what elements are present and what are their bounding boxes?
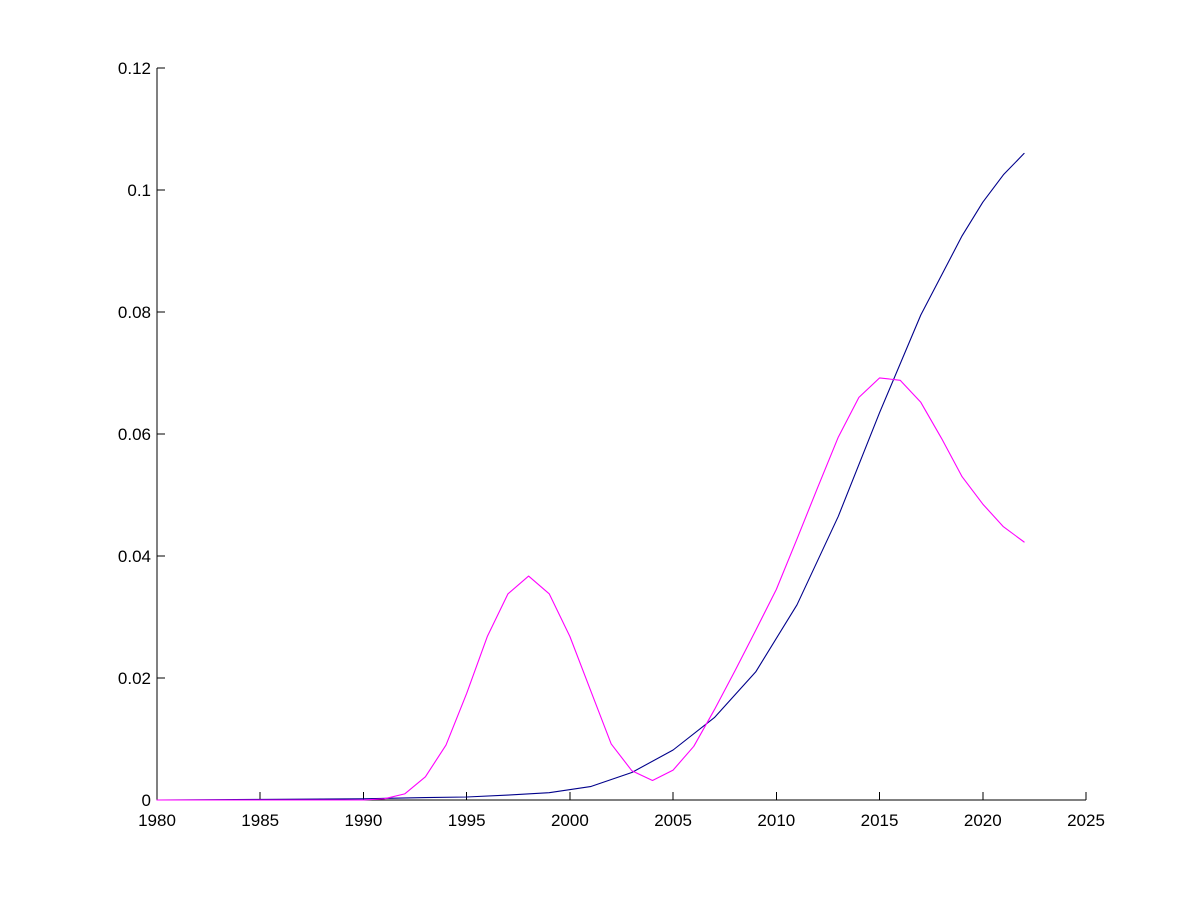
y-tick-label: 0.02 [118,669,151,688]
x-tick-label: 1980 [138,811,176,830]
axes [156,68,1086,801]
x-tick-label: 1985 [241,811,279,830]
y-tick-label: 0.12 [118,59,151,78]
x-tick-label: 2010 [757,811,795,830]
series-line-2 [156,377,1025,801]
y-tick-label: 0.04 [118,547,151,566]
ticks: 1980 1985 1990 1995 2000 2005 2010 2015 2020 2025… [118,59,1105,830]
y-tick-label: 0.08 [118,303,151,322]
series-lines [156,152,1025,801]
series-line-1 [156,152,1025,801]
x-tick-label: 2000 [551,811,589,830]
x-tick-label: 2020 [964,811,1002,830]
x-tick-label: 2015 [861,811,899,830]
x-tick-label: 1990 [345,811,383,830]
x-tick-label: 1995 [448,811,486,830]
y-tick-label: 0.1 [127,181,151,200]
y-tick-label: 0.06 [118,425,151,444]
x-tick-label: 2005 [654,811,692,830]
x-tick-label: 2025 [1067,811,1105,830]
y-tick-label: 0 [142,791,151,810]
